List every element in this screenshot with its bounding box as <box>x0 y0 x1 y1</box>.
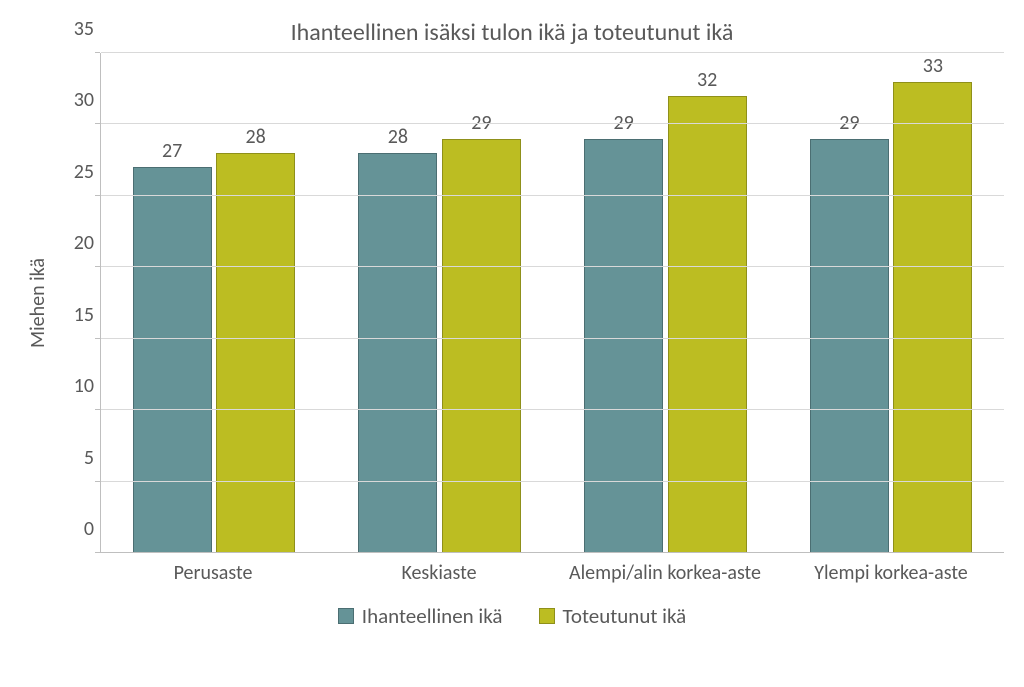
grid-line <box>101 52 1004 53</box>
y-tick-label: 15 <box>74 303 94 327</box>
y-tick-label: 20 <box>74 231 94 255</box>
x-axis: PerusasteKeskiasteAlempi/alin korkea-ast… <box>100 553 1004 585</box>
bar-value-label: 32 <box>677 68 737 92</box>
legend-label: Toteutunut ikä <box>563 603 687 629</box>
y-tick-label: 5 <box>84 446 94 470</box>
y-tick-label: 0 <box>84 517 94 541</box>
grid-line <box>101 123 1004 124</box>
grid-line <box>101 338 1004 339</box>
x-tick-label: Alempi/alin korkea-aste <box>552 553 778 585</box>
legend-swatch <box>338 608 354 624</box>
legend-item: Ihanteellinen ikä <box>338 603 503 629</box>
grid-line <box>101 481 1004 482</box>
bar <box>358 153 437 553</box>
legend-label: Ihanteellinen ikä <box>362 603 503 629</box>
bar <box>442 139 521 553</box>
y-axis: 05101520253035 <box>56 53 100 553</box>
grid-line <box>101 409 1004 410</box>
bar <box>810 139 889 553</box>
y-axis-label-cell: Miehen ikä <box>20 53 56 553</box>
y-tick-label: 35 <box>74 17 94 41</box>
bar-group: 27 28 <box>101 53 327 553</box>
bar <box>133 167 212 553</box>
chart-title: Ihanteellinen isäksi tulon ikä ja toteut… <box>20 18 1004 47</box>
axis-baseline <box>101 552 1004 553</box>
y-tick-label: 10 <box>74 374 94 398</box>
legend-item: Toteutunut ikä <box>539 603 687 629</box>
x-tick-label: Keskiaste <box>326 553 552 585</box>
chart-container: Ihanteellinen isäksi tulon ikä ja toteut… <box>0 0 1024 687</box>
x-tick-label: Ylempi korkea-aste <box>778 553 1004 585</box>
x-tick-label: Perusaste <box>100 553 326 585</box>
bar-value-label: 28 <box>368 125 428 149</box>
grid-line <box>101 195 1004 196</box>
bar-group: 2829 <box>327 53 553 553</box>
bar-value-label: 27 <box>142 139 202 163</box>
plot-area: 2728282929322933 <box>100 53 1004 553</box>
y-axis-label: Miehen ikä <box>26 258 50 348</box>
grid-line <box>101 266 1004 267</box>
plot-row: Miehen ikä 05101520253035 27282829293229… <box>20 53 1004 553</box>
legend-swatch <box>539 608 555 624</box>
bar-group: 2932 <box>553 53 779 553</box>
bar <box>584 139 663 553</box>
bar <box>668 96 747 553</box>
bar-group: 2933 <box>778 53 1004 553</box>
legend: Ihanteellinen ikä Toteutunut ikä <box>20 603 1004 629</box>
bar-groups: 2728282929322933 <box>101 53 1004 553</box>
y-tick-label: 25 <box>74 160 94 184</box>
bar-value-label: 33 <box>903 54 963 78</box>
y-tick-label: 30 <box>74 88 94 112</box>
bar-value-label: 28 <box>226 125 286 149</box>
bar <box>216 153 295 553</box>
bar <box>893 82 972 553</box>
